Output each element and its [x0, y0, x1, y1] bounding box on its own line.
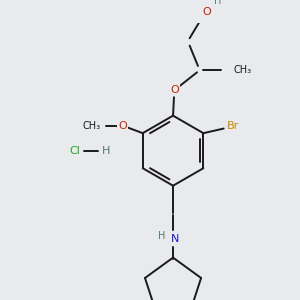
Text: CH₃: CH₃	[234, 64, 252, 75]
Text: H: H	[102, 146, 110, 156]
Text: Br: Br	[227, 121, 239, 131]
Text: CH₃: CH₃	[82, 121, 100, 131]
Text: O: O	[118, 121, 127, 131]
Text: H: H	[158, 231, 166, 242]
Text: O: O	[203, 8, 212, 17]
Text: H: H	[214, 0, 221, 6]
Text: O: O	[170, 85, 179, 95]
Text: N: N	[171, 234, 179, 244]
Text: Cl: Cl	[69, 146, 80, 156]
